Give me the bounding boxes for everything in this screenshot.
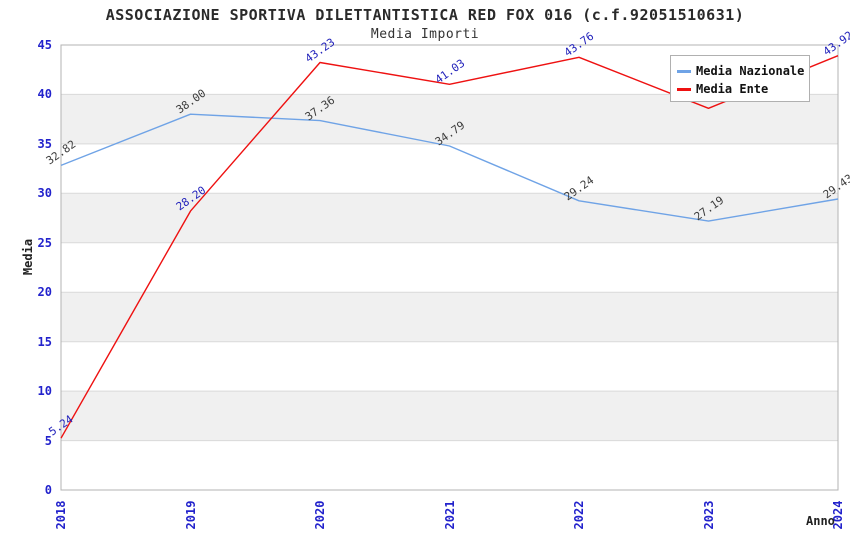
y-tick-label: 15 bbox=[37, 334, 52, 349]
y-tick-label: 0 bbox=[44, 483, 52, 497]
x-tick-label: 2023 bbox=[701, 500, 716, 530]
y-tick-label: 25 bbox=[37, 235, 52, 250]
y-tick-label: 20 bbox=[37, 285, 52, 300]
x-tick-label: 2022 bbox=[572, 500, 586, 530]
legend-label: Media Ente bbox=[696, 82, 769, 96]
page-title: ASSOCIAZIONE SPORTIVA DILETTANTISTICA RE… bbox=[105, 6, 745, 24]
legend-label: Media Nazionale bbox=[696, 64, 805, 78]
line-swatch-icon bbox=[677, 87, 691, 91]
legend-item-media-ente: Media Ente bbox=[676, 80, 809, 98]
y-tick-label: 5 bbox=[44, 433, 52, 448]
x-tick-label: 2019 bbox=[183, 500, 198, 530]
y-tick-label: 35 bbox=[37, 136, 52, 151]
chart-subtitle: Media Importi bbox=[370, 27, 480, 42]
legend-item-media-nazionale: Media Nazionale bbox=[676, 62, 809, 80]
x-tick-label: 2018 bbox=[54, 500, 68, 530]
y-tick-label: 10 bbox=[37, 384, 52, 399]
y-tick-label: 30 bbox=[37, 186, 52, 201]
x-tick-label: 2020 bbox=[313, 500, 327, 530]
legend: Media Nazionale Media Ente bbox=[670, 55, 810, 102]
line-swatch-icon bbox=[677, 69, 691, 73]
y-tick-label: 45 bbox=[37, 38, 52, 52]
x-axis-title: Anno bbox=[806, 514, 835, 528]
x-tick-label: 2021 bbox=[442, 500, 457, 530]
y-tick-label: 40 bbox=[37, 87, 52, 102]
y-axis-title: Media bbox=[21, 238, 35, 276]
